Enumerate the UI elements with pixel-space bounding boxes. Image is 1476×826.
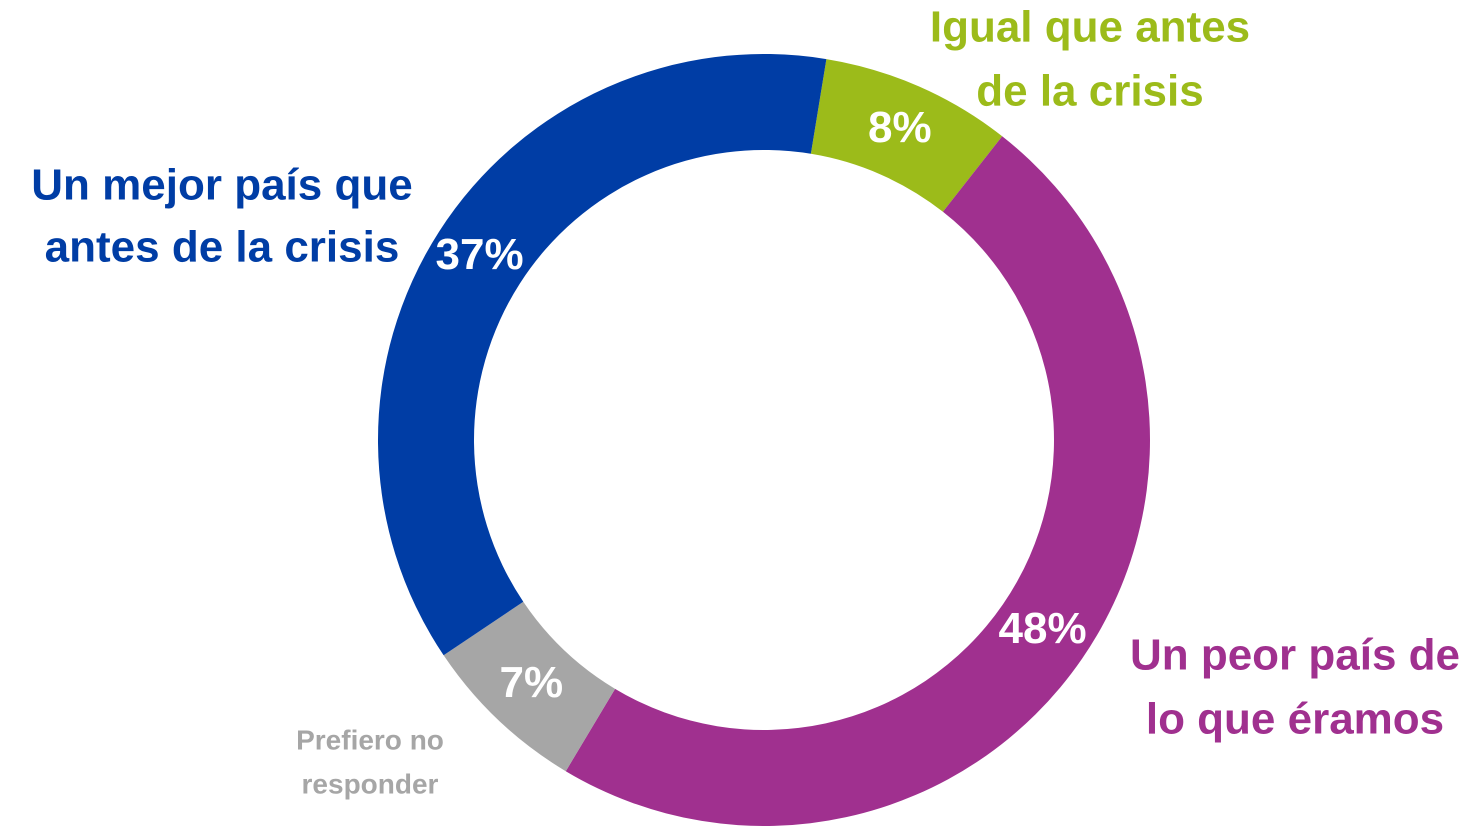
value-label: 48% bbox=[999, 604, 1087, 653]
value-label: 8% bbox=[868, 103, 932, 152]
category-label: lo que éramos bbox=[1146, 695, 1444, 744]
donut-segment bbox=[810, 59, 1003, 212]
donut-segment bbox=[443, 601, 616, 772]
category-label: de la crisis bbox=[976, 67, 1203, 116]
category-label: Prefiero no bbox=[296, 724, 444, 755]
category-label: Un peor país de bbox=[1130, 631, 1460, 680]
category-label: Igual que antes bbox=[930, 3, 1250, 52]
donut-segment bbox=[565, 136, 1150, 826]
value-label: 37% bbox=[436, 230, 524, 279]
value-label: 7% bbox=[500, 658, 564, 707]
category-label: antes de la crisis bbox=[45, 223, 400, 272]
category-label: responder bbox=[302, 768, 439, 799]
category-label: Un mejor país que bbox=[31, 161, 412, 210]
donut-segment bbox=[378, 53, 827, 656]
